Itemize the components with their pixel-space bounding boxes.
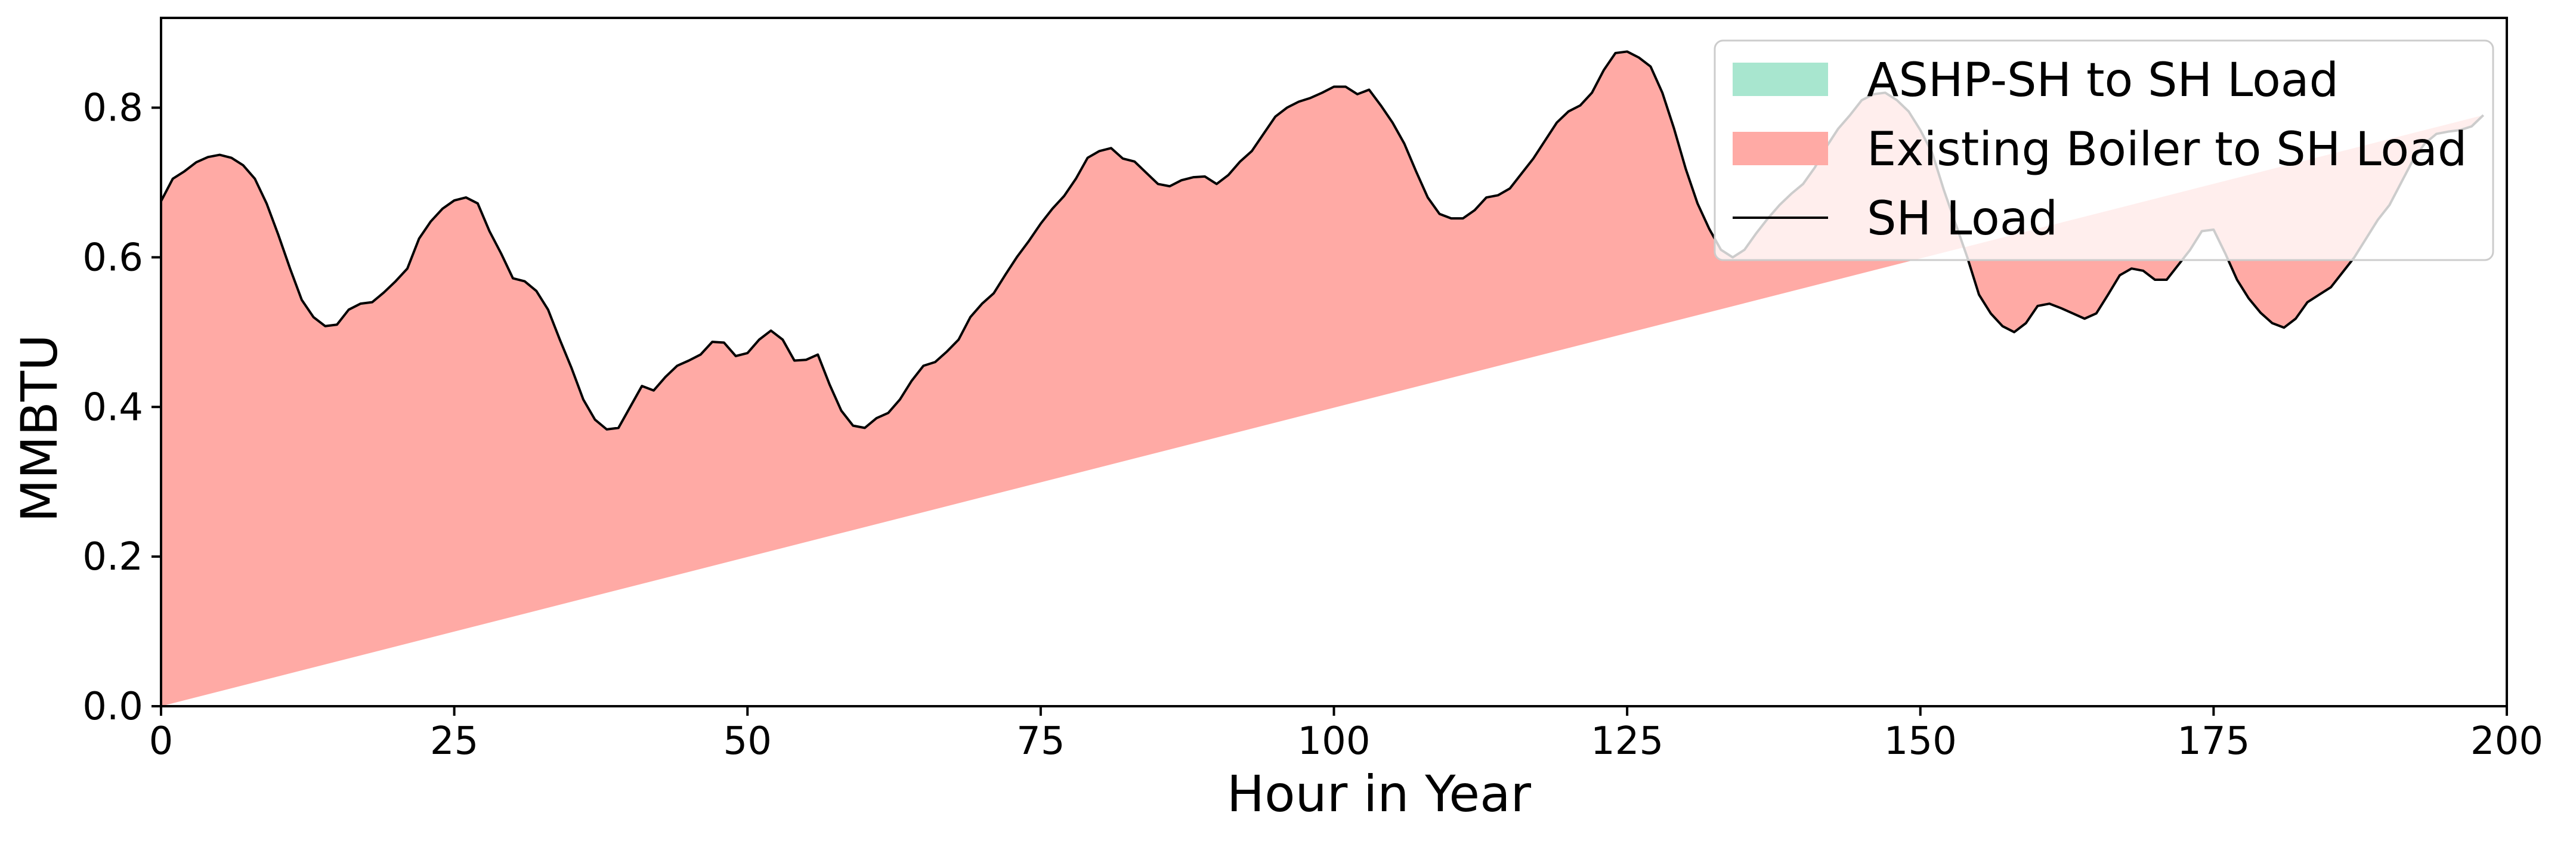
legend-swatch-existing-boiler — [1733, 132, 1828, 165]
x-tick-label: 200 — [2470, 719, 2543, 763]
legend-label: SH Load — [1867, 192, 2058, 246]
line-sh-load — [160, 50, 2485, 431]
x-tick-label: 50 — [723, 719, 772, 763]
y-axis-title: MMBTU — [10, 334, 69, 522]
y-tick-label: 0.4 — [82, 385, 143, 429]
x-tick-label: 75 — [1016, 719, 1065, 763]
legend-swatch-ashp-sh — [1733, 63, 1828, 96]
x-tick-label: 175 — [2177, 719, 2250, 763]
y-tick-label: 0.6 — [82, 236, 143, 280]
axes: 0 25 50 75 100 125 150 175 200 0.0 0.2 0.4 0.6 0.8 — [82, 17, 2543, 763]
legend: ASHP-SH to SH Load Existing Boiler to SH … — [1714, 39, 2494, 261]
legend-box — [1714, 39, 2494, 261]
legend-label: Existing Boiler to SH Load — [1867, 123, 2467, 177]
x-axis-title: Hour in Year — [1227, 765, 1532, 823]
y-tick-label: 0.8 — [82, 86, 143, 131]
y-tick-label: 0.2 — [82, 535, 143, 579]
x-tick-label: 150 — [1884, 719, 1957, 763]
legend-label: ASHP-SH to SH Load — [1867, 54, 2339, 107]
x-tick-label: 100 — [1297, 719, 1370, 763]
y-tick-label: 0.0 — [82, 685, 143, 729]
x-tick-label: 0 — [149, 719, 174, 763]
x-tick-label: 125 — [1591, 719, 1663, 763]
x-tick-label: 25 — [430, 719, 478, 763]
